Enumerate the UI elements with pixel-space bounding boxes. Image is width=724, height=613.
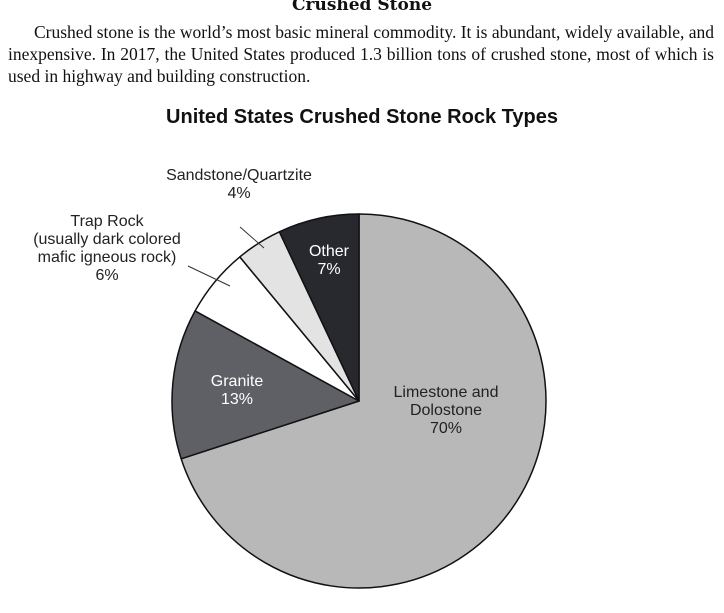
pie-slice-granite xyxy=(171,310,360,460)
slice-label-sandstone-quartzite: Sandstone/Quartzite 4% xyxy=(166,167,312,202)
slice-label-limestone-dolostone: Limestone and Dolostone 70% xyxy=(394,384,499,437)
slice-label-trap-rock: Trap Rock (usually dark colored mafic igne… xyxy=(33,213,181,284)
slice-label-granite: Granite 13% xyxy=(211,373,264,408)
slice-label-other: Other 7% xyxy=(309,243,350,278)
document-paragraph: Crushed stone is the world’s most basic … xyxy=(8,22,714,86)
pie-slice-other xyxy=(278,213,360,402)
chart-title: United States Crushed Stone Rock Types xyxy=(166,106,558,128)
document-heading: Crushed Stone xyxy=(291,0,433,15)
pie-slice-limestone-dolostone xyxy=(180,213,547,589)
leader-line-trap-rock xyxy=(187,265,231,287)
leader-line-sandstone-quartzite xyxy=(239,226,265,249)
